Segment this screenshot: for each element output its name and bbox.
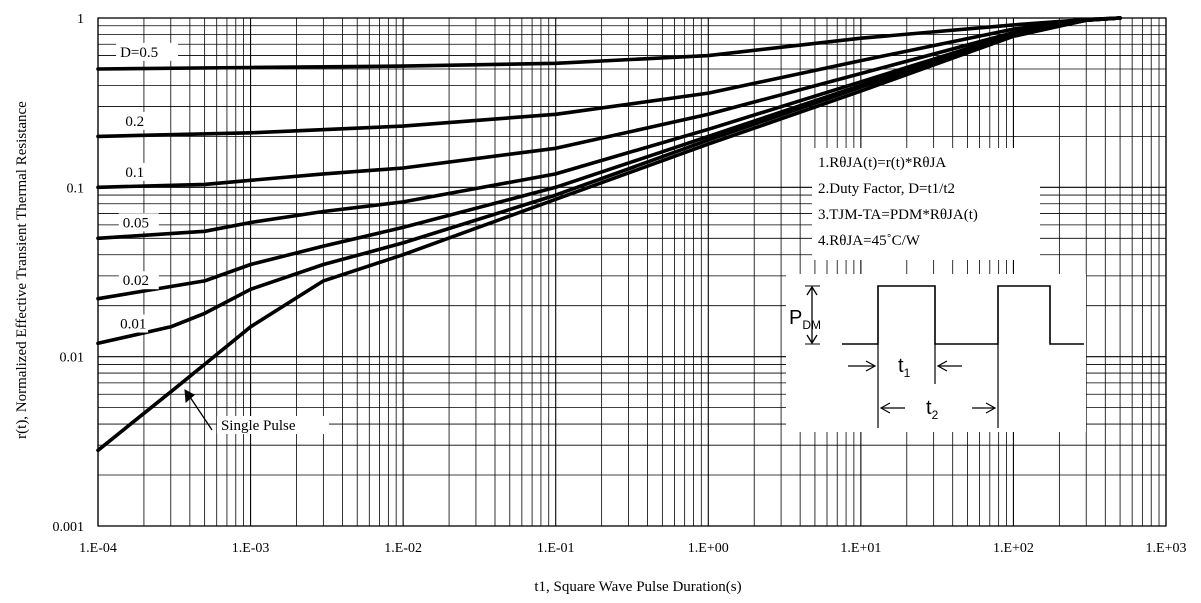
- curve-label: 0.1: [125, 165, 144, 181]
- curve-label-background: [121, 162, 152, 181]
- curve-label: 0.2: [125, 114, 144, 130]
- x-tick-label: 1.E-01: [537, 541, 575, 556]
- t1-label: t1: [898, 355, 911, 380]
- pulse-waveform-inset: PDM t1 t2: [786, 274, 1086, 432]
- x-tick-label: 1.E+03: [1146, 541, 1187, 556]
- y-tick-label: 1: [77, 12, 84, 27]
- x-tick-label: 1.E-03: [232, 541, 270, 556]
- curve-label: 0.01: [120, 317, 146, 333]
- note-2: 2.Duty Factor, D=t1/t2: [818, 181, 955, 197]
- x-tick-label: 1.E-04: [79, 541, 117, 556]
- chart-curves: [96, 16, 1122, 453]
- x-tick-label: 1.E-02: [384, 541, 422, 556]
- x-axis-label: t1, Square Wave Pulse Duration(s): [534, 579, 741, 595]
- x-tick-label: 1.E+01: [840, 541, 881, 556]
- t1-arrowhead-right: [936, 360, 948, 372]
- note-3: 3.TJM-TA=PDM*RθJA(t): [818, 207, 978, 223]
- y-tick-label: 0.1: [67, 181, 85, 196]
- pulse-waveform: [842, 285, 1084, 345]
- curve-label-background: [116, 314, 149, 333]
- curve-label: D=0.5: [120, 45, 158, 61]
- curve-label-background: [216, 416, 329, 435]
- curve-labels: D=0.5 0.2 0.1 0.05 0.02 0.01 Single Pulse: [116, 42, 329, 435]
- curve-label: 0.02: [123, 273, 149, 289]
- t2-label: t2: [926, 397, 939, 422]
- curve-label-background: [118, 213, 159, 232]
- pdm-arrow-up: [806, 285, 818, 296]
- y-tick-label: 0.01: [60, 351, 85, 366]
- plot-frame: [97, 17, 1167, 527]
- t2-arrowhead-right: [985, 402, 997, 414]
- chart-tick-labels: 1.E-04 1.E-03 1.E-02 1.E-01 1.E+00 1.E+01 1.E+…: [53, 12, 1187, 556]
- note-4: 4.RθJA=45˚C/W: [818, 233, 921, 249]
- note-1: 1.RθJA(t)=r(t)*RθJA: [818, 155, 946, 171]
- curve-label: Single Pulse: [221, 418, 296, 434]
- inset-background: [786, 274, 1086, 432]
- x-tick-label: 1.E+02: [993, 541, 1034, 556]
- single-pulse-arrowhead: [184, 389, 195, 404]
- curve-label-background: [116, 42, 179, 61]
- notes-background: [812, 148, 1040, 260]
- t2-arrowhead-left: [879, 402, 891, 414]
- single-pulse-pointer: [184, 389, 213, 431]
- t1-arrowhead-left: [865, 360, 877, 372]
- pdm-arrow-down: [806, 334, 818, 345]
- curve-label-background: [118, 271, 159, 290]
- y-axis-label: r(t), Normalized Effective Transient The…: [14, 101, 30, 439]
- pdm-label: PDM: [789, 307, 821, 332]
- series-line-6: [96, 16, 1122, 453]
- y-tick-label: 0.001: [53, 520, 85, 535]
- notes-box: 1.RθJA(t)=r(t)*RθJA 2.Duty Factor, D=t1/…: [812, 148, 1040, 260]
- curve-label: 0.05: [123, 215, 149, 231]
- x-tick-label: 1.E+00: [688, 541, 729, 556]
- curve-label-background: [121, 111, 152, 130]
